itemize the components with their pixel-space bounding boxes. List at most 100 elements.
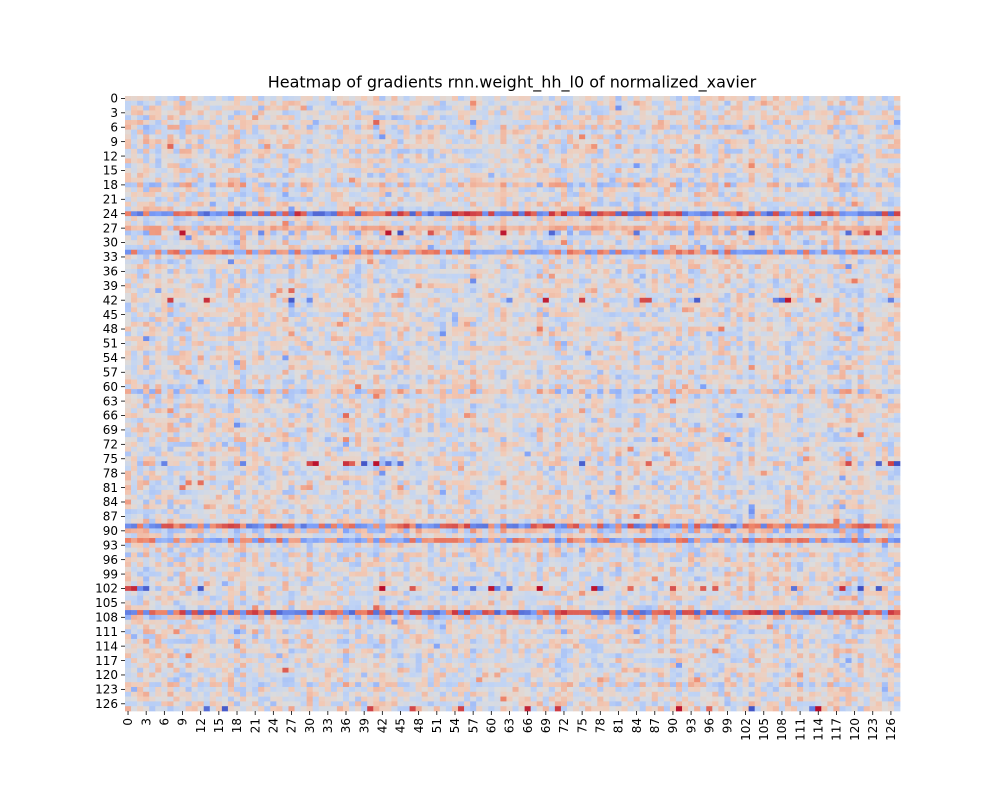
heatmap-cell (869, 273, 877, 279)
heatmap-cell (760, 240, 768, 246)
heatmap-cell (833, 182, 840, 188)
heatmap-cell (778, 158, 786, 164)
heatmap-cell (149, 259, 156, 265)
heatmap-cell (288, 235, 295, 241)
heatmap-cell (881, 124, 889, 130)
heatmap-cell (464, 120, 471, 126)
heatmap-cell (724, 244, 731, 251)
heatmap-cell (730, 216, 737, 222)
heatmap-cell (724, 206, 731, 212)
heatmap-cell (863, 249, 871, 255)
heatmap-cell (349, 259, 356, 265)
heatmap-cell (566, 129, 574, 135)
heatmap-cell (294, 158, 301, 164)
heatmap-cell (694, 230, 701, 236)
heatmap-cell (560, 230, 568, 236)
heatmap-cell (221, 268, 229, 275)
heatmap-cell (857, 211, 865, 217)
heatmap-cell (143, 182, 150, 188)
heatmap-cell (161, 211, 168, 217)
heatmap-cell (391, 273, 398, 279)
heatmap-cell (294, 220, 301, 227)
heatmap-cell (718, 264, 725, 270)
heatmap-cell (809, 110, 816, 116)
heatmap-cell (500, 240, 507, 246)
heatmap-cell (694, 144, 701, 150)
heatmap-cell (688, 201, 695, 207)
heatmap-cell (754, 235, 762, 241)
heatmap-cell (887, 129, 895, 135)
heatmap-cell (167, 273, 174, 279)
heatmap-cell (639, 220, 647, 227)
heatmap-cell (797, 254, 804, 260)
heatmap-cell (742, 105, 749, 111)
heatmap-cell (833, 220, 840, 227)
heatmap-cell (312, 148, 320, 154)
heatmap-cell (173, 278, 180, 284)
heatmap-cell (330, 177, 338, 183)
heatmap-cell (803, 201, 810, 207)
heatmap-cell (754, 264, 762, 270)
heatmap-cell (415, 120, 423, 126)
heatmap-cell (663, 124, 671, 130)
heatmap-cell (742, 96, 749, 102)
heatmap-cell (409, 115, 416, 121)
heatmap-cell (367, 264, 374, 270)
heatmap-cell (294, 129, 301, 135)
heatmap-cell (603, 100, 610, 106)
heatmap-cell (403, 96, 410, 102)
heatmap-cell (821, 182, 828, 188)
heatmap-cell (197, 120, 205, 126)
heatmap-cell (355, 168, 362, 174)
heatmap-cell (433, 96, 441, 102)
heatmap-cell (536, 96, 544, 102)
heatmap-cell (694, 240, 701, 246)
heatmap-cell (791, 139, 798, 145)
heatmap-cell (633, 124, 640, 130)
heatmap-cell (627, 187, 634, 193)
heatmap-cell (591, 182, 598, 188)
heatmap-cell (833, 96, 840, 102)
heatmap-cell (421, 196, 429, 203)
heatmap-cell (161, 100, 168, 106)
heatmap-cell (591, 158, 598, 164)
heatmap-cell (591, 216, 598, 222)
heatmap-cell (161, 249, 168, 255)
heatmap-cell (264, 144, 271, 150)
heatmap-cell (573, 235, 580, 241)
heatmap-cell (439, 254, 447, 260)
heatmap-cell (276, 153, 283, 159)
heatmap-cell (276, 139, 283, 145)
heatmap-cell (300, 254, 307, 260)
heatmap-cell (439, 168, 447, 174)
heatmap-cell (355, 120, 362, 126)
heatmap-cell (367, 220, 374, 227)
heatmap-cell (506, 201, 513, 207)
heatmap-cell (797, 211, 804, 217)
heatmap-cell (839, 220, 846, 227)
heatmap-cell (657, 134, 665, 140)
heatmap-cell (191, 139, 198, 145)
heatmap-cell (415, 163, 423, 169)
heatmap-cell (258, 134, 265, 140)
heatmap-cell (669, 158, 677, 164)
heatmap-cell (288, 115, 295, 121)
heatmap-cell (367, 110, 374, 116)
heatmap-cell (464, 201, 471, 207)
heatmap-cell (573, 216, 580, 222)
heatmap-cell (772, 158, 780, 164)
heatmap-cell (694, 206, 701, 212)
heatmap-cell (361, 182, 368, 188)
heatmap-cell (603, 163, 610, 169)
heatmap-cell (657, 264, 665, 270)
heatmap-cell (512, 96, 519, 102)
heatmap-cell (815, 273, 822, 279)
heatmap-cell (458, 278, 465, 284)
heatmap-cell (803, 168, 810, 174)
heatmap-cell (809, 259, 816, 265)
heatmap-cell (143, 206, 150, 212)
heatmap-cell (318, 216, 326, 222)
heatmap-cell (633, 139, 640, 145)
heatmap-cell (651, 244, 659, 251)
heatmap-cell (542, 249, 550, 255)
